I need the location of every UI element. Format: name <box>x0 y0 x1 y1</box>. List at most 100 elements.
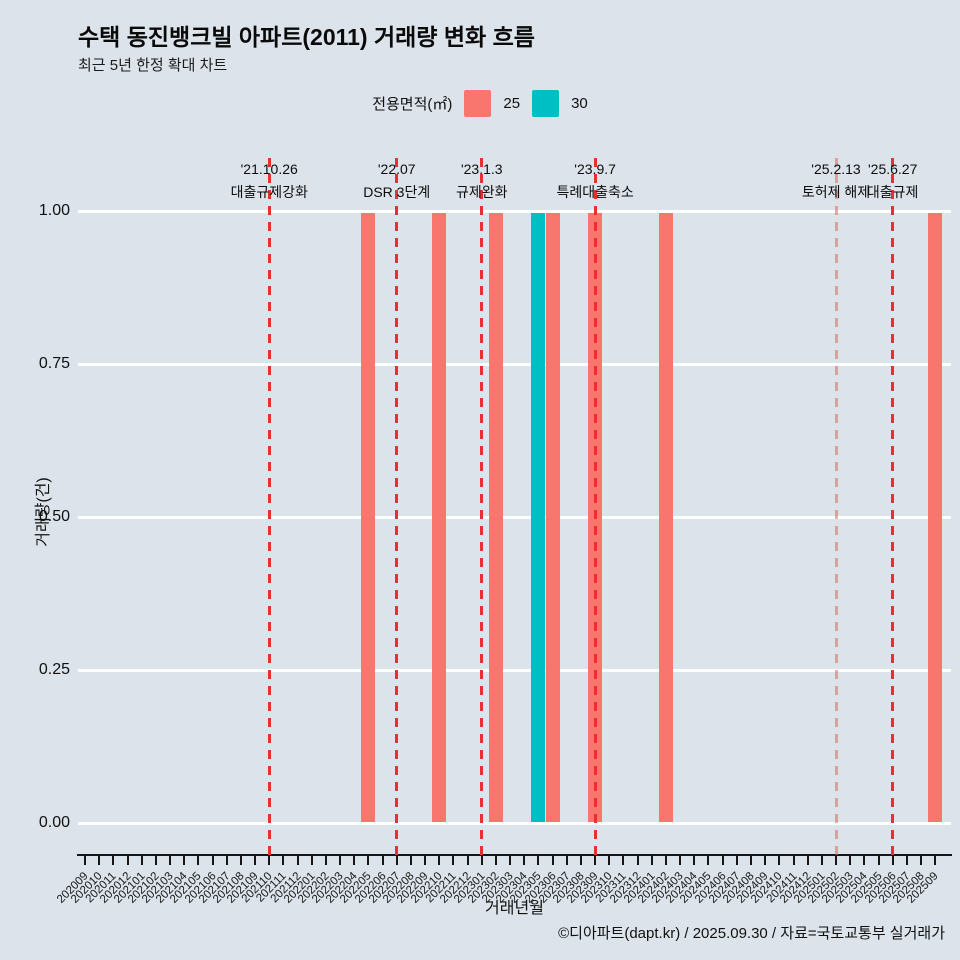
gridline-1.00 <box>78 210 951 213</box>
y-tick-label-0.50: 0.50 <box>38 508 70 525</box>
x-tick-202404 <box>693 856 696 865</box>
x-tick-202208 <box>409 856 412 865</box>
x-tick-202303 <box>509 856 512 865</box>
x-tick-202210 <box>438 856 441 865</box>
annotation-line-202502 <box>834 158 838 855</box>
x-tick-202412 <box>806 856 809 865</box>
x-tick-202312 <box>636 856 639 865</box>
annotation-label-202506: 대출규제 <box>866 184 919 200</box>
x-tick-202012 <box>126 856 129 865</box>
bar-202402-25 <box>658 213 673 822</box>
x-tick-202212 <box>466 856 469 865</box>
x-tick-202207 <box>395 856 398 865</box>
annotation-date-202301: '23.1.3 <box>460 161 503 177</box>
x-tick-202204 <box>353 856 356 865</box>
gridline-0.25 <box>78 669 951 672</box>
bar-202306-25 <box>545 213 560 822</box>
x-tick-202411 <box>792 856 795 865</box>
y-tick-label-1.00: 1.00 <box>38 202 70 219</box>
legend-swatch-25-icon <box>464 90 492 117</box>
x-tick-202103 <box>169 856 172 865</box>
x-tick-202201 <box>310 856 313 865</box>
x-tick-202408 <box>749 856 752 865</box>
x-tick-202301 <box>480 856 483 865</box>
x-tick-202107 <box>225 856 228 865</box>
annotation-date-202502: '25.2.13 <box>811 161 861 177</box>
x-tick-202205 <box>367 856 370 865</box>
x-tick-202306 <box>551 856 554 865</box>
annotation-label-202207: DSR 3단계 <box>363 184 431 200</box>
x-tick-202403 <box>679 856 682 865</box>
bar-202210-25 <box>432 213 447 822</box>
annotation-date-202207: '22.07 <box>377 161 416 177</box>
annotation-label-202309: 특례대출축소 <box>556 184 634 200</box>
x-tick-202202 <box>324 856 327 865</box>
x-tick-202401 <box>650 856 653 865</box>
x-tick-202311 <box>622 856 625 865</box>
x-tick-202110 <box>268 856 271 865</box>
x-tick-202106 <box>211 856 214 865</box>
legend-value-25: 25 <box>503 95 521 112</box>
x-tick-202309 <box>594 856 597 865</box>
legend: 전용면적(㎡) 25 30 <box>0 90 960 117</box>
x-tick-202406 <box>721 856 724 865</box>
x-tick-202307 <box>565 856 568 865</box>
x-tick-202410 <box>778 856 781 865</box>
x-tick-202402 <box>664 856 667 865</box>
legend-swatch-30-icon <box>532 90 560 117</box>
x-axis-line <box>77 854 952 856</box>
x-tick-202508 <box>920 856 923 865</box>
x-tick-202507 <box>905 856 908 865</box>
x-tick-202305 <box>537 856 540 865</box>
chart-subtitle: 최근 5년 한정 확대 차트 <box>78 57 228 74</box>
annotation-line-202309 <box>593 158 597 855</box>
x-tick-202509 <box>934 856 937 865</box>
legend-title: 전용면적(㎡) <box>372 96 453 113</box>
y-tick-label-0.00: 0.00 <box>38 814 70 831</box>
x-tick-202111 <box>282 856 285 865</box>
legend-item-30: 30 <box>532 90 588 117</box>
bar-202305-30 <box>531 213 546 822</box>
gridline-0.50 <box>78 516 951 519</box>
annotation-line-202207 <box>395 158 399 855</box>
x-tick-202506 <box>891 856 894 865</box>
y-tick-label-0.75: 0.75 <box>38 355 70 372</box>
x-tick-202409 <box>764 856 767 865</box>
x-tick-202501 <box>820 856 823 865</box>
x-tick-202011 <box>112 856 115 865</box>
x-tick-202209 <box>424 856 427 865</box>
annotation-label-202110: 대출규제강화 <box>230 184 308 200</box>
x-tick-202101 <box>140 856 143 865</box>
x-tick-202211 <box>452 856 455 865</box>
x-tick-202203 <box>339 856 342 865</box>
annotation-line-202506 <box>891 158 895 855</box>
x-tick-202105 <box>197 856 200 865</box>
x-tick-202502 <box>835 856 837 865</box>
annotation-date-202110: '21.10.26 <box>240 161 298 177</box>
x-tick-202009 <box>84 856 86 865</box>
gridline-0.00 <box>78 822 951 825</box>
legend-value-30: 30 <box>571 95 588 112</box>
bar-202509-25 <box>928 213 943 822</box>
x-axis-title: 거래년월 <box>485 900 544 917</box>
x-tick-202503 <box>849 856 852 865</box>
x-tick-202302 <box>494 856 497 865</box>
x-tick-202108 <box>239 856 242 865</box>
annotation-label-202502: 토허제 해제 <box>801 184 871 200</box>
legend-item-25: 25 <box>464 90 520 117</box>
x-tick-202206 <box>381 856 384 865</box>
x-tick-202405 <box>707 856 710 865</box>
annotation-date-202506: '25.6.27 <box>867 161 918 177</box>
footer-credit: ©디아파트(dapt.kr) / 2025.09.30 / 자료=국토교통부 실… <box>558 925 945 942</box>
chart-title: 수택 동진뱅크빌 아파트(2011) 거래량 변화 흐름 <box>78 24 535 50</box>
annotation-label-202301: 규제완화 <box>455 184 508 200</box>
gridline-0.75 <box>78 363 951 366</box>
annotation-line-202110 <box>267 158 271 855</box>
annotation-line-202301 <box>480 158 484 855</box>
x-tick-202102 <box>154 856 157 865</box>
x-tick-202505 <box>877 856 880 865</box>
annotation-date-202309: '23.9.7 <box>574 161 616 177</box>
x-tick-202310 <box>608 856 611 865</box>
